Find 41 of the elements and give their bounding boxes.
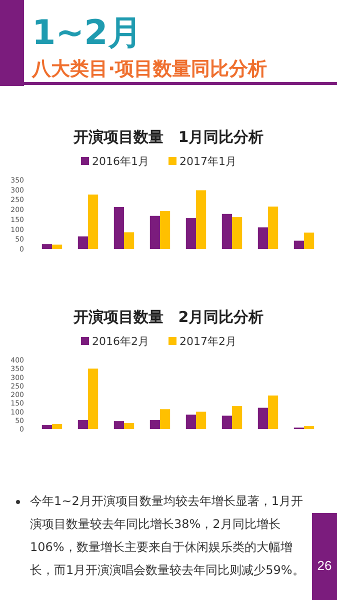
bar [78,420,88,429]
bar [232,406,242,429]
bar [232,217,242,249]
legend-label: 2016年1月 [92,155,149,168]
bar [124,422,134,429]
chart-title: 开演项目数量 1月同比分析 [72,128,265,147]
bar [186,218,196,249]
text: 26 [316,558,333,573]
bar [124,232,134,249]
bar [150,420,160,429]
bar [114,207,124,249]
bar [150,216,160,249]
bar [294,240,304,249]
bar [186,414,196,429]
legend-label: 2017年2月 [180,335,236,348]
bar [196,190,206,249]
text: 1~2月 [32,12,142,55]
bar [42,425,52,429]
chart-title: 开演项目数量 2月同比分析 [72,308,265,327]
bar [52,424,62,429]
text: 今年1~2月开演项目数量均较去年增长显著，1月开演项目数量较去年同比增长38%，2月同比增长106%，数量增长主要来自于休闲娱乐类的大幅增长，而1月开演演唱会数量较去年同比则减少59%。 [30,493,306,579]
bar [222,416,232,429]
legend-label: 2016年2月 [92,335,149,348]
bar [160,409,170,429]
bar [268,206,278,249]
bar [114,421,124,429]
bar [88,194,98,249]
bar [78,236,88,249]
bar [258,227,268,249]
text: 八大类目·项目数量同比分析 [32,57,268,82]
bar [222,214,232,249]
bar [160,210,170,249]
bar [304,232,314,249]
bar [258,408,268,429]
bar [268,396,278,429]
bar [42,244,52,249]
legend-label: 2017年1月 [180,155,236,168]
bar [196,412,206,429]
bar [52,244,62,249]
bar [304,426,314,429]
bar [88,368,98,429]
